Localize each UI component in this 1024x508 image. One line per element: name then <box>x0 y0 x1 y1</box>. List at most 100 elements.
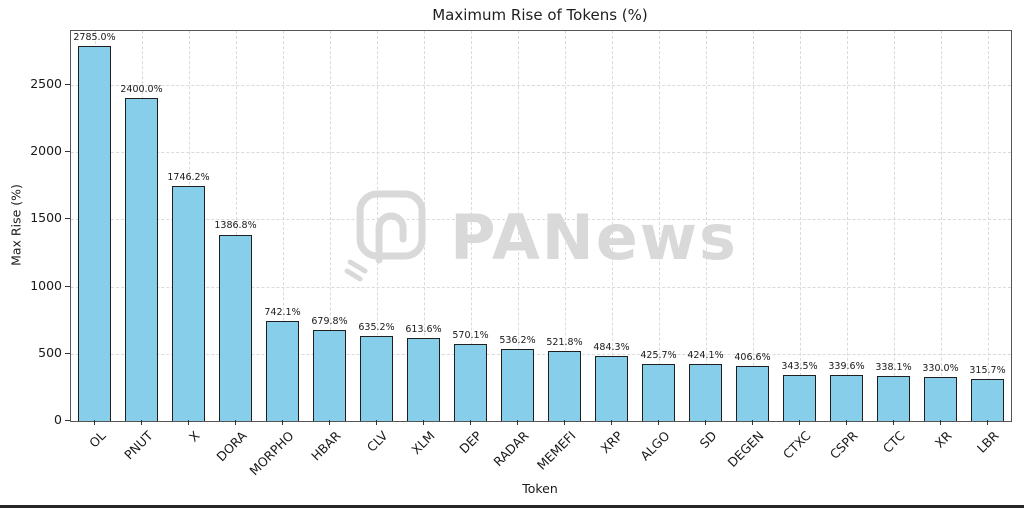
bar-value-label: 315.7% <box>969 364 1006 376</box>
bar <box>736 366 769 421</box>
x-tick-mark <box>892 420 894 425</box>
x-tick-label: OL <box>85 428 109 451</box>
bar-value-label: 1386.8% <box>214 220 257 232</box>
x-tick-mark <box>704 420 706 425</box>
x-tick-mark <box>281 420 283 425</box>
y-gridline <box>71 353 1011 355</box>
y-tick-label: 1500 <box>30 210 62 226</box>
y-tick-label: 2500 <box>30 75 62 91</box>
x-tick-label: CTC <box>879 428 908 456</box>
x-gridline <box>846 31 848 421</box>
bar <box>266 321 299 421</box>
x-tick-label: ALGO <box>636 428 673 464</box>
bar-value-label: 484.3% <box>593 341 630 353</box>
bar-value-label: 406.6% <box>734 352 771 364</box>
x-gridline <box>658 31 660 421</box>
x-tick-mark <box>610 420 612 425</box>
bar <box>830 375 863 421</box>
bar-value-label: 536.2% <box>499 334 536 346</box>
bar <box>595 355 628 421</box>
bar-value-label: 424.1% <box>687 349 724 361</box>
x-tick-mark <box>328 420 330 425</box>
bar-value-label: 425.7% <box>640 349 677 361</box>
bar <box>924 376 957 421</box>
x-tick-label: RADAR <box>489 428 532 470</box>
bar <box>971 378 1004 421</box>
bar <box>313 329 346 421</box>
y-tick-label: 1000 <box>30 277 62 293</box>
x-tick-label: LBR <box>973 428 1002 456</box>
y-tick-mark <box>65 420 70 421</box>
x-tick-mark <box>657 420 659 425</box>
panews-watermark: PANews <box>344 190 738 286</box>
bar <box>407 338 440 421</box>
bar-value-label: 330.0% <box>922 362 959 374</box>
x-tick-mark <box>422 420 424 425</box>
x-axis-label: Token <box>522 481 558 496</box>
x-tick-label: CLV <box>363 428 391 455</box>
bar-value-label: 679.8% <box>311 315 348 327</box>
x-tick-mark <box>986 420 988 425</box>
x-tick-mark <box>93 420 95 425</box>
y-tick-mark <box>65 151 70 153</box>
panews-logo-icon <box>344 190 428 286</box>
y-tick-label: 2000 <box>30 143 62 159</box>
x-tick-mark <box>516 420 518 425</box>
bar <box>172 186 205 421</box>
bar-value-label: 635.2% <box>358 321 395 333</box>
bar-value-label: 570.1% <box>452 330 489 342</box>
bar <box>454 344 487 421</box>
x-tick-mark <box>939 420 941 425</box>
x-gridline <box>940 31 942 421</box>
bar <box>642 363 675 421</box>
bar-value-label: 1746.2% <box>167 172 210 184</box>
bar <box>548 350 581 421</box>
x-tick-label: XLM <box>407 428 438 458</box>
bar <box>360 335 393 421</box>
y-tick-mark <box>65 218 70 220</box>
x-tick-label: PNUT <box>120 428 156 463</box>
bar-value-label: 2400.0% <box>120 84 163 96</box>
x-tick-label: X <box>185 428 203 445</box>
y-tick-mark <box>65 285 70 287</box>
bar <box>877 375 910 421</box>
x-tick-mark <box>798 420 800 425</box>
y-tick-label: 500 <box>38 344 62 360</box>
x-gridline <box>235 31 237 421</box>
bar <box>501 348 534 421</box>
bar-value-label: 339.6% <box>828 361 865 373</box>
page-bottom-border <box>0 505 1024 508</box>
x-gridline <box>329 31 331 421</box>
bar <box>125 98 158 421</box>
bar-value-label: 343.5% <box>781 360 818 372</box>
bar <box>783 374 816 421</box>
x-tick-label: DEGEN <box>724 428 767 471</box>
x-tick-label: CTXC <box>779 428 814 462</box>
watermark-text: PANews <box>450 201 738 275</box>
bar-value-label: 742.1% <box>264 307 301 319</box>
x-tick-mark <box>751 420 753 425</box>
x-tick-label: XR <box>931 428 955 451</box>
x-tick-label: CSPR <box>826 428 861 462</box>
y-tick-mark <box>65 83 70 85</box>
y-gridline <box>71 286 1011 288</box>
x-gridline <box>517 31 519 421</box>
y-gridline <box>71 219 1011 221</box>
bar-value-label: 521.8% <box>546 336 583 348</box>
y-tick-label: 0 <box>54 412 62 427</box>
bar-value-label: 338.1% <box>875 361 912 373</box>
x-tick-mark <box>563 420 565 425</box>
x-gridline <box>470 31 472 421</box>
plot-area: 2785.0% 2400.0% 1746.2% 1386.8% 742.1% 679.8%… <box>70 30 1012 422</box>
x-gridline <box>282 31 284 421</box>
x-tick-mark <box>375 420 377 425</box>
x-gridline <box>893 31 895 421</box>
x-tick-label: MORPHO <box>245 428 297 479</box>
x-tick-mark <box>469 420 471 425</box>
x-tick-mark <box>234 420 236 425</box>
x-tick-label: DORA <box>212 428 250 465</box>
bar <box>219 234 252 421</box>
bar-value-label: 2785.0% <box>73 32 116 44</box>
x-gridline <box>799 31 801 421</box>
